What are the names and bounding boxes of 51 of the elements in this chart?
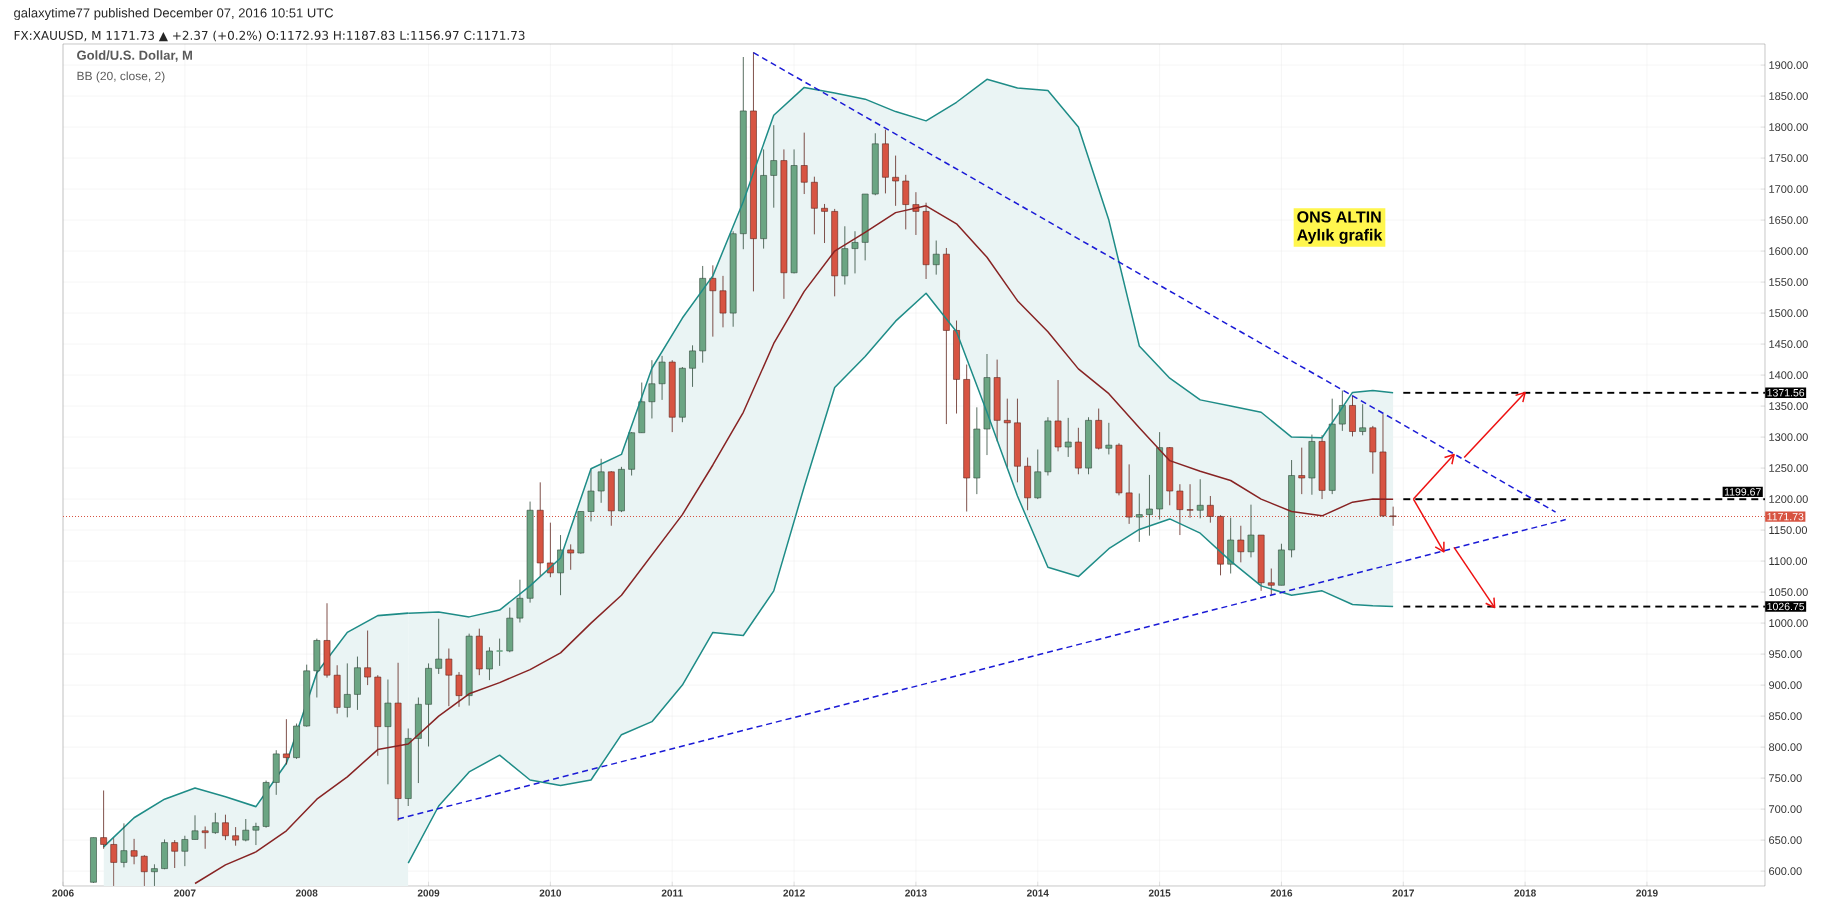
y-tick-label: 1600.00 xyxy=(1769,247,1808,255)
y-tick-label: 1300.00 xyxy=(1769,433,1808,441)
y-tick-label: 1400.00 xyxy=(1769,371,1808,379)
y-tick-label: 1050.00 xyxy=(1769,588,1808,596)
y-tick-label: 1100.00 xyxy=(1769,557,1808,565)
y-tick-label: 1750.00 xyxy=(1769,154,1808,162)
x-tick-label: 2007 xyxy=(174,889,196,897)
x-tick-label: 2009 xyxy=(417,889,440,897)
x-tick-label: 2014 xyxy=(1026,889,1049,897)
annotation: ONS ALTIN xyxy=(1297,211,1381,223)
y-tick-label: 1900.00 xyxy=(1769,61,1808,69)
y-tick-label: 1700.00 xyxy=(1769,185,1808,193)
chart-title: Gold/U.S. Dollar, M xyxy=(77,50,192,62)
x-tick-label: 2018 xyxy=(1514,889,1536,897)
x-tick-label: 2008 xyxy=(295,889,318,897)
text: galaxytime77 published December 07, 2016 10:51 UTC xyxy=(14,7,334,21)
y-tick-label: 1450.00 xyxy=(1769,340,1808,348)
y-tick-label: 1500.00 xyxy=(1769,309,1808,317)
x-tick-label: 2019 xyxy=(1636,889,1658,897)
ref-line-label: 1171.73 xyxy=(1767,512,1804,521)
y-tick-label: 1800.00 xyxy=(1769,123,1808,131)
y-tick-label: 1350.00 xyxy=(1769,402,1808,410)
x-tick-label: 2013 xyxy=(905,889,927,897)
y-tick-label: 800.00 xyxy=(1769,743,1802,751)
y-tick-label: 1850.00 xyxy=(1769,92,1808,100)
y-tick-label: 1250.00 xyxy=(1769,464,1808,472)
x-tick-label: 2012 xyxy=(783,889,805,897)
x-tick-label: 2016 xyxy=(1270,889,1293,897)
x-tick-label: 2006 xyxy=(52,889,74,897)
y-tick-label: 700.00 xyxy=(1769,805,1802,813)
y-tick-label: 900.00 xyxy=(1769,681,1802,689)
y-tick-label: 650.00 xyxy=(1769,836,1802,844)
y-tick-label: 1650.00 xyxy=(1769,216,1808,224)
y-tick-label: 850.00 xyxy=(1769,712,1802,720)
y-tick-label: 950.00 xyxy=(1769,650,1802,658)
x-tick-label: 2010 xyxy=(539,889,562,897)
ref-line-label: 1371.56 xyxy=(1767,389,1805,397)
ref-line-label: 1026.75 xyxy=(1767,602,1805,611)
x-tick-label: 2015 xyxy=(1148,889,1171,897)
y-tick-label: 750.00 xyxy=(1769,774,1802,782)
y-tick-label: 1150.00 xyxy=(1769,526,1808,534)
y-tick-label: 1000.00 xyxy=(1769,619,1808,627)
y-tick-label: 1200.00 xyxy=(1769,495,1808,503)
text: BB (20, close, 2) xyxy=(77,71,165,83)
y-tick-label: 1550.00 xyxy=(1769,278,1808,286)
ref-line-label: 1199.67 xyxy=(1724,488,1761,496)
x-tick-label: 2017 xyxy=(1392,889,1414,897)
annotation: Aylık grafik xyxy=(1297,228,1383,244)
text: FX:XAUUSD, M 1171.73 ▲ +2.37 (+0.2%) O:1172.93 H:1187.83 L:1156.97 C:1171.73 xyxy=(14,30,525,42)
x-tick-label: 2011 xyxy=(661,889,683,897)
y-tick-label: 600.00 xyxy=(1769,867,1802,875)
